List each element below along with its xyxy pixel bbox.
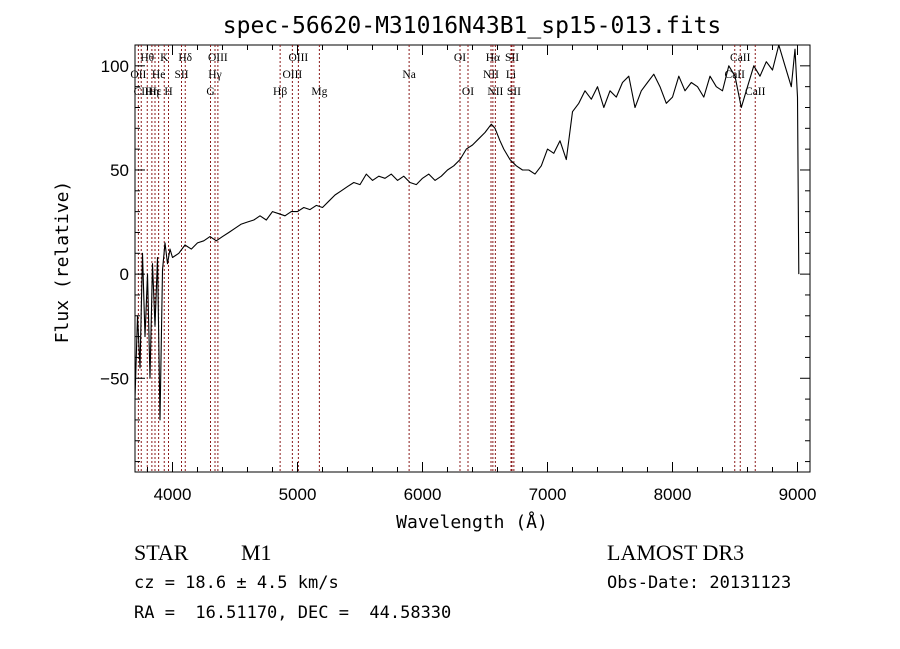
x-tick-label: 6000	[404, 485, 442, 504]
x-tick-label: 7000	[529, 485, 567, 504]
emission-line-label: SII	[174, 69, 188, 81]
emission-line-label: He	[152, 69, 165, 81]
x-tick-label: 5000	[279, 485, 317, 504]
emission-line-label: CaII	[730, 52, 751, 64]
x-tick-label: 4000	[154, 485, 192, 504]
emission-line-label: Li	[506, 69, 516, 81]
y-tick-label: 100	[101, 57, 129, 76]
plot-frame	[134, 44, 811, 473]
spectrum-chart: spec-56620-M31016N43B1_sp15-013.fits 400…	[52, 13, 817, 533]
y-tick-label: −50	[100, 369, 129, 388]
spectrum-series	[134, 44, 800, 421]
emission-line-label: NII	[487, 86, 503, 98]
y-tick-label: 50	[110, 161, 129, 180]
emission-line-label: H	[164, 86, 172, 98]
plot-border	[134, 44, 811, 473]
emission-line-label: OIII	[288, 52, 308, 64]
spectrum-line	[134, 44, 800, 421]
x-axis-label: Wavelength (Å)	[396, 511, 548, 533]
y-tick-label: 0	[120, 265, 129, 284]
emission-line-label: K	[160, 52, 169, 64]
emission-line-label: SII	[507, 86, 521, 98]
object-class: STAR	[134, 540, 189, 565]
emission-line-label: OI	[454, 52, 466, 64]
emission-line-label: Hδ	[178, 52, 192, 64]
emission-line-label: NII	[483, 69, 499, 81]
coordinates: RA = 16.51170, DEC = 44.58330	[134, 603, 452, 623]
emission-line-label: Hθ	[140, 52, 154, 64]
axis-ticks: 4000 5000 6000 7000 8000 9000 −50 0 50 100	[100, 44, 817, 504]
emission-line-label: Hγ	[208, 69, 221, 81]
emission-line-label: Hβ	[273, 86, 287, 98]
emission-line-label: Mg	[311, 86, 327, 98]
chart-title: spec-56620-M31016N43B1_sp15-013.fits	[223, 13, 722, 39]
emission-line-label: Na	[402, 69, 415, 81]
object-subclass: M1	[241, 540, 272, 565]
emission-line-label: OIII	[282, 69, 302, 81]
y-axis-label: Flux (relative)	[52, 181, 73, 344]
emission-line-label: OII	[130, 69, 146, 81]
emission-line-label: SII	[505, 52, 519, 64]
emission-line-labels: Hθ OII CII K Hε H He Hη SII Hδ OIII Hγ G OIII OIII Hβ Mg…	[130, 52, 765, 98]
emission-line-label: OIII	[208, 52, 228, 64]
emission-line-label: CaII	[725, 69, 746, 81]
emission-line-label: Hη	[145, 86, 159, 98]
emission-line-label: CaII	[745, 86, 766, 98]
emission-line-label: CII	[134, 86, 150, 98]
emission-line-label: Hα	[486, 52, 500, 64]
emission-line-label: Hε	[148, 86, 161, 98]
x-tick-label: 8000	[654, 485, 692, 504]
obs-date: Obs-Date: 20131123	[607, 573, 792, 593]
survey-name: LAMOST DR3	[607, 540, 745, 565]
x-tick-label: 9000	[779, 485, 817, 504]
emission-line-label: OI	[462, 86, 474, 98]
emission-line-markers	[137, 45, 756, 472]
redshift-cz: cz = 18.6 ± 4.5 km/s	[134, 573, 339, 593]
emission-line-label: G	[206, 86, 214, 98]
